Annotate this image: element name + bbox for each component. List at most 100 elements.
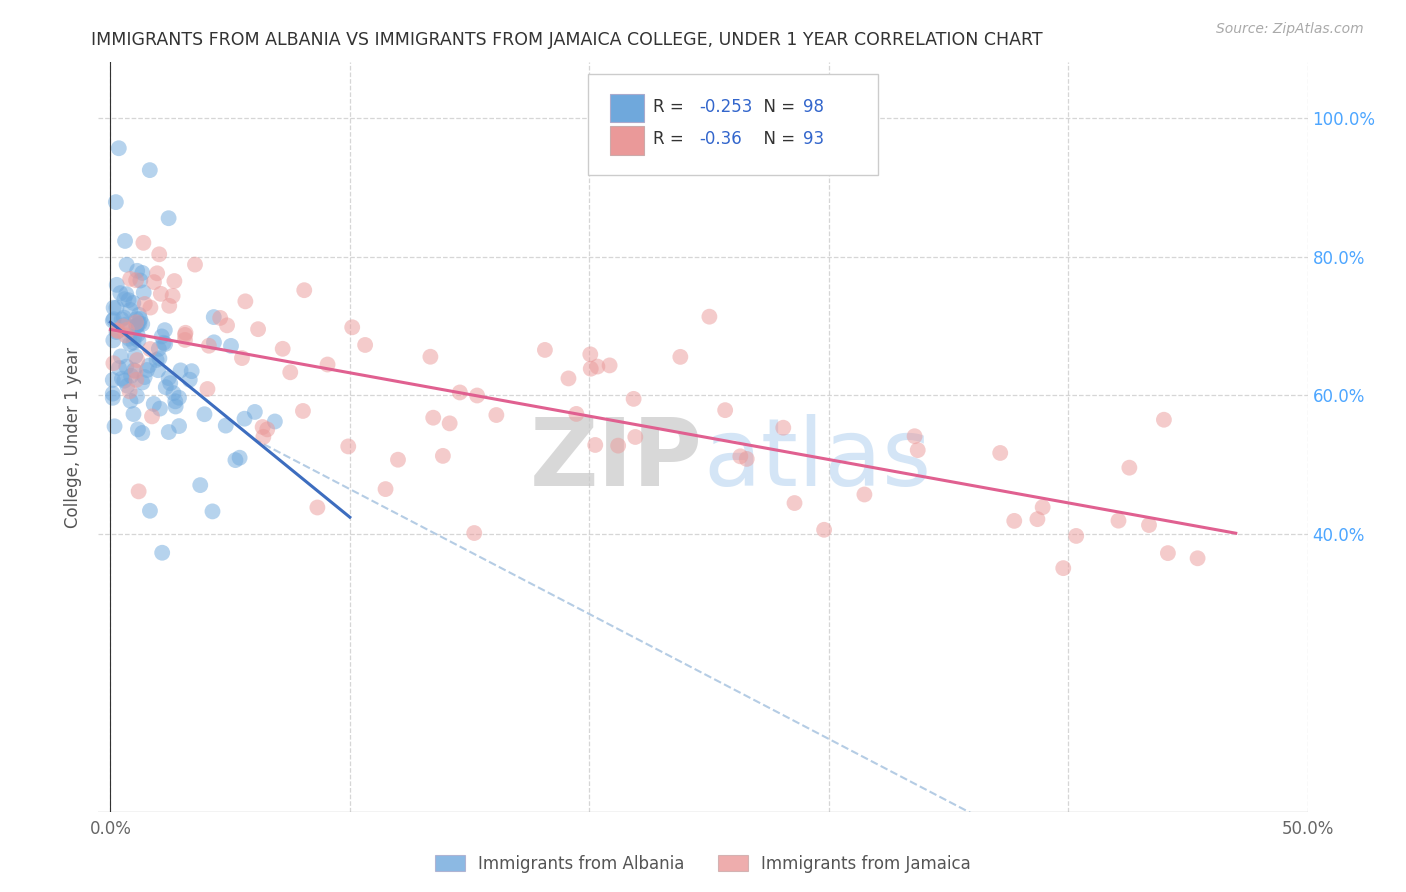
Legend: Immigrants from Albania, Immigrants from Jamaica: Immigrants from Albania, Immigrants from… [429, 848, 977, 880]
Point [103, 301, 125, 315]
Point [209, 310, 232, 325]
Point [122, 407, 145, 421]
Point [193, 407, 215, 421]
Point [105, 277, 128, 292]
Point [108, 361, 131, 376]
Point [101, 373, 124, 387]
Point [127, 327, 149, 342]
Point [120, 368, 142, 383]
Point [129, 273, 152, 287]
Point [307, 500, 329, 515]
Point [132, 235, 155, 250]
Point [139, 504, 162, 518]
Point [148, 342, 170, 356]
Point [132, 285, 155, 300]
Point [122, 335, 145, 350]
Point [252, 420, 274, 434]
Text: Source: ZipAtlas.com: Source: ZipAtlas.com [1216, 22, 1364, 37]
Point [198, 339, 221, 353]
Point [120, 302, 142, 317]
Point [103, 333, 125, 347]
Point [155, 380, 177, 394]
Point [153, 337, 176, 351]
Point [127, 422, 149, 436]
Point [714, 403, 737, 417]
Point [107, 324, 129, 338]
Point [115, 258, 138, 272]
Point [1064, 529, 1087, 543]
Text: atlas: atlas [703, 414, 931, 506]
Point [735, 451, 758, 466]
Text: 98: 98 [803, 97, 824, 116]
Point [1032, 500, 1054, 515]
Point [354, 338, 377, 352]
Text: IMMIGRANTS FROM ALBANIA VS IMMIGRANTS FROM JAMAICA COLLEGE, UNDER 1 YEAR CORRELA: IMMIGRANTS FROM ALBANIA VS IMMIGRANTS FR… [91, 31, 1043, 49]
Point [134, 370, 156, 384]
Point [903, 429, 925, 443]
Point [231, 351, 253, 365]
Point [162, 289, 184, 303]
Point [129, 312, 152, 326]
Point [118, 332, 141, 346]
Point [108, 141, 131, 155]
Point [124, 330, 146, 344]
Point [1153, 413, 1175, 427]
Point [122, 296, 145, 310]
Point [1157, 546, 1180, 560]
Point [122, 363, 145, 377]
Point [159, 376, 181, 391]
Point [127, 353, 149, 368]
Point [419, 350, 441, 364]
Point [120, 272, 142, 286]
Point [141, 409, 163, 424]
Point [291, 404, 314, 418]
Point [115, 287, 138, 301]
Point [449, 385, 471, 400]
Point [278, 365, 301, 379]
Point [125, 373, 148, 387]
Point [105, 301, 128, 315]
Point [110, 286, 132, 301]
Point [337, 439, 360, 453]
Point [1002, 514, 1025, 528]
Text: N =: N = [752, 130, 800, 148]
Point [112, 292, 135, 306]
Point [165, 394, 187, 409]
Text: N =: N = [752, 97, 800, 116]
Text: -0.36: -0.36 [699, 130, 742, 148]
Point [180, 364, 202, 378]
Point [143, 275, 166, 289]
Point [432, 449, 454, 463]
Point [139, 342, 162, 356]
Point [157, 299, 180, 313]
Point [202, 310, 225, 324]
Point [127, 334, 149, 348]
Point [124, 349, 146, 363]
Point [131, 376, 153, 390]
Point [146, 363, 169, 377]
Point [103, 419, 125, 434]
Point [197, 382, 219, 396]
Point [139, 301, 162, 315]
Point [134, 297, 156, 311]
Point [565, 407, 588, 421]
Text: ZIP: ZIP [530, 414, 703, 506]
Point [115, 359, 138, 374]
Point [316, 358, 339, 372]
Point [215, 318, 238, 333]
Point [165, 400, 187, 414]
Point [374, 482, 396, 496]
Point [263, 415, 285, 429]
Point [128, 308, 150, 322]
Point [988, 446, 1011, 460]
Point [114, 328, 136, 343]
Point [579, 361, 602, 376]
Point [101, 313, 124, 327]
Point [101, 386, 124, 401]
Point [174, 333, 197, 347]
Text: -0.253: -0.253 [699, 97, 752, 116]
FancyBboxPatch shape [610, 126, 644, 154]
Point [853, 487, 876, 501]
Point [534, 343, 557, 357]
Point [157, 211, 180, 226]
